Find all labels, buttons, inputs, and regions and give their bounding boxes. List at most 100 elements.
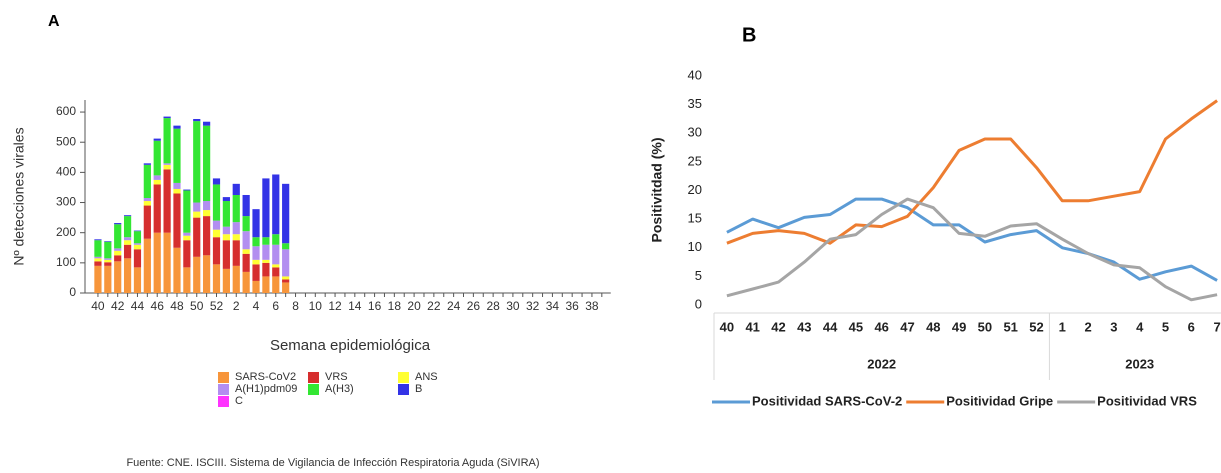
bar-segment <box>242 249 250 254</box>
x-tick-label: 42 <box>771 319 785 334</box>
bar-segment <box>193 202 201 212</box>
bar-segment <box>252 280 260 293</box>
y-tick-label: 10 <box>688 239 702 254</box>
legend-swatch <box>218 372 229 383</box>
x-tick-label: 10 <box>309 299 323 313</box>
x-tick-label: 44 <box>131 299 145 313</box>
bar-segment <box>123 244 132 259</box>
bar-segment <box>232 240 240 266</box>
x-tick-label: 4 <box>253 299 260 313</box>
legend-label: C <box>235 395 243 407</box>
bar-segment <box>104 259 112 263</box>
x-tick-label: 45 <box>849 319 863 334</box>
x-tick-label: 50 <box>190 299 204 313</box>
bar-segment <box>262 178 270 238</box>
x-tick-label: 50 <box>978 319 992 334</box>
bar-segment <box>193 121 201 203</box>
bar-segment <box>133 267 142 293</box>
bar-segment <box>123 237 132 241</box>
x-tick-label: 3 <box>1110 319 1117 334</box>
bar-segment <box>272 276 280 293</box>
bar-segment <box>94 261 102 266</box>
bar-segment <box>114 255 122 262</box>
x-tick-label: 8 <box>292 299 299 313</box>
y-tick-label: 0 <box>695 296 702 311</box>
y-tick-label: 400 <box>56 165 76 179</box>
x-tick-label: 1 <box>1059 319 1066 334</box>
legend-label: ANS <box>415 371 438 383</box>
series-line <box>726 99 1218 245</box>
x-tick-label: 51 <box>1003 319 1017 334</box>
x-tick-label: 47 <box>900 319 914 334</box>
legend-label: A(H1)pdm09 <box>235 383 297 395</box>
x-tick-label: 52 <box>210 299 224 313</box>
bar-segment <box>193 211 201 218</box>
bar-segment <box>232 234 240 241</box>
y-tick-label: 100 <box>56 255 76 269</box>
bar-segment <box>133 230 142 232</box>
x-tick-label: 38 <box>585 299 599 313</box>
y-tick-label: 35 <box>688 96 702 111</box>
bar-segment <box>212 237 221 265</box>
bar-segment <box>232 183 240 195</box>
bar-segment <box>94 258 102 262</box>
bar-segment <box>272 267 280 277</box>
bar-segment <box>212 178 221 185</box>
x-tick-label: 24 <box>447 299 461 313</box>
bar-segment <box>163 232 171 293</box>
bar-segment <box>133 243 142 245</box>
bar-segment <box>173 128 181 183</box>
bar-segment <box>222 197 230 202</box>
y-axis-title: Nº detecciones virales <box>11 127 27 265</box>
bar-segment <box>222 268 230 293</box>
x-tick-label: 7 <box>1213 319 1220 334</box>
bar-segment <box>173 193 181 248</box>
bar-segment <box>252 237 260 247</box>
bar-segment <box>123 216 132 238</box>
group-label: 2023 <box>1125 356 1154 371</box>
legend-label: VRS <box>325 371 348 383</box>
bar-segment <box>193 118 201 122</box>
y-tick-label: 300 <box>56 195 76 209</box>
bar-segment <box>163 169 171 233</box>
legend-label: Positividad SARS-CoV-2 <box>752 393 902 408</box>
x-tick-label: 20 <box>407 299 421 313</box>
bar-segment <box>282 183 290 244</box>
bar-segment <box>262 244 270 260</box>
y-tick-label: 5 <box>695 268 702 283</box>
bar-segment <box>242 271 250 293</box>
bar-segment <box>133 244 142 250</box>
x-tick-label: 41 <box>745 319 759 334</box>
bar-segment <box>242 194 250 217</box>
x-tick-label: 2 <box>1084 319 1091 334</box>
y-tick-label: 600 <box>56 104 76 118</box>
y-tick-label: 40 <box>688 67 702 82</box>
bar-segment <box>104 258 112 260</box>
x-tick-label: 30 <box>506 299 520 313</box>
bar-segment <box>262 259 270 263</box>
bar-segment <box>94 240 102 257</box>
bar-segment <box>183 232 191 236</box>
x-tick-label: 52 <box>1029 319 1043 334</box>
bar-segment <box>123 240 132 245</box>
legend-swatch <box>218 396 229 407</box>
bar-segment <box>222 226 230 235</box>
bar-segment <box>94 256 102 259</box>
bar-segment <box>143 238 151 293</box>
x-tick-label: 16 <box>368 299 382 313</box>
bar-segment <box>173 188 181 194</box>
legend-swatch <box>218 384 229 395</box>
x-tick-label: 32 <box>526 299 540 313</box>
bar-segment <box>242 216 250 232</box>
x-tick-label: 49 <box>952 319 966 334</box>
bar-segment <box>272 244 280 265</box>
bar-segment <box>282 282 290 293</box>
bar-segment <box>252 246 260 260</box>
y-tick-label: 15 <box>688 211 702 226</box>
bar-segment <box>212 184 221 221</box>
y-axis-title: Positivitdad (%) <box>649 137 665 242</box>
x-tick-label: 26 <box>467 299 481 313</box>
bar-segment <box>143 205 151 239</box>
y-tick-label: 20 <box>688 182 702 197</box>
